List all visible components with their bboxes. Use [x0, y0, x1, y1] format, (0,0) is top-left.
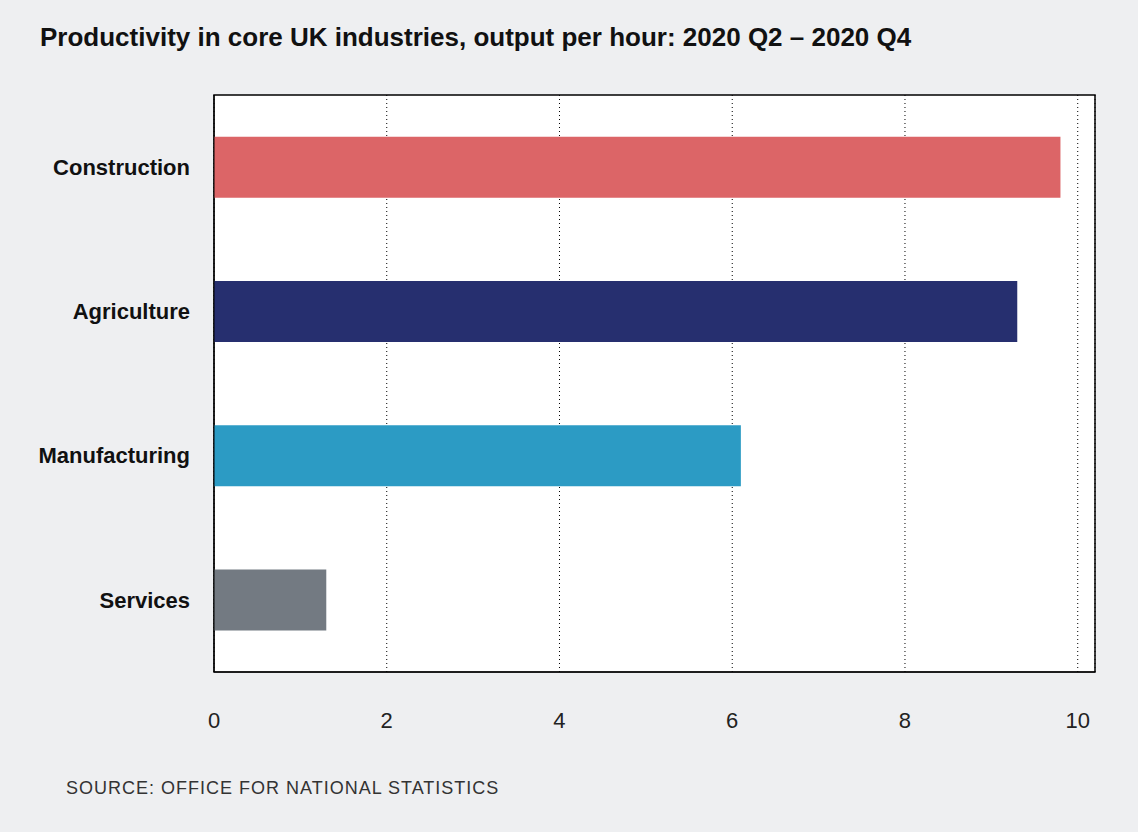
svg-text:Construction: Construction	[53, 155, 190, 180]
svg-text:Manufacturing: Manufacturing	[38, 443, 190, 468]
svg-text:Agriculture: Agriculture	[73, 299, 190, 324]
svg-text:4: 4	[553, 708, 565, 733]
svg-text:10: 10	[1065, 708, 1089, 733]
html-text:SOURCE: OFFICE FOR NATIONAL ST: SOURCE: OFFICE FOR NATIONAL STATISTICS	[66, 778, 500, 798]
html-text:Productivity in core UK indust: Productivity in core UK industries, outp…	[40, 22, 912, 52]
svg-text:6: 6	[726, 708, 738, 733]
svg-text:Services: Services	[99, 588, 190, 613]
svg-text:8: 8	[899, 708, 911, 733]
svg-text:2: 2	[381, 708, 393, 733]
svg-text:0: 0	[208, 708, 220, 733]
